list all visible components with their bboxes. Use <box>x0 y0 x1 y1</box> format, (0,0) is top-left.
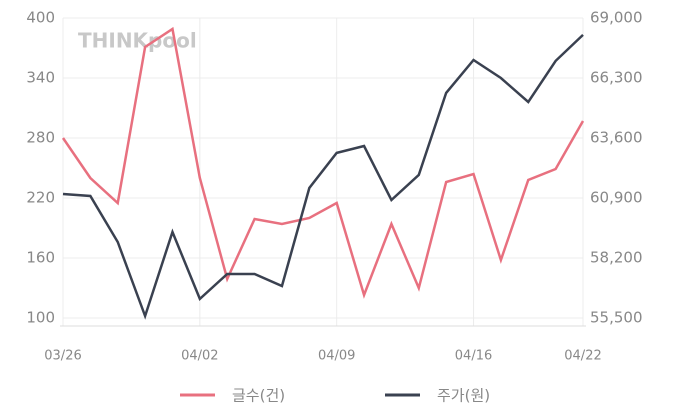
y-tick-label: 400 <box>26 9 55 27</box>
y2-tick-label: 69,000 <box>590 9 643 27</box>
y2-tick-label: 60,900 <box>590 189 643 207</box>
x-tick-label: 04/09 <box>318 349 355 364</box>
y-tick-label: 220 <box>26 189 55 207</box>
legend-label: 주가(원) <box>437 387 490 405</box>
x-tick-label: 04/16 <box>455 349 492 364</box>
y-tick-label: 280 <box>26 129 55 147</box>
y2-tick-label: 66,300 <box>590 69 643 87</box>
x-tick-label: 03/26 <box>44 349 81 364</box>
line <box>62 33 584 320</box>
y-tick-label: 340 <box>26 69 55 87</box>
y2-tick-label: 58,200 <box>590 249 643 267</box>
legend-label: 글수(건) <box>232 387 285 405</box>
y2-tick-label: 55,500 <box>590 309 643 327</box>
y2-tick-label: 63,600 <box>590 129 643 147</box>
x-tick-label: 04/22 <box>564 349 601 364</box>
y-tick-label: 100 <box>26 309 55 327</box>
y-tick-label: 160 <box>26 249 55 267</box>
x-tick-label: 04/02 <box>181 349 218 364</box>
watermark: THINKpool <box>78 29 197 53</box>
line <box>61 26 585 299</box>
